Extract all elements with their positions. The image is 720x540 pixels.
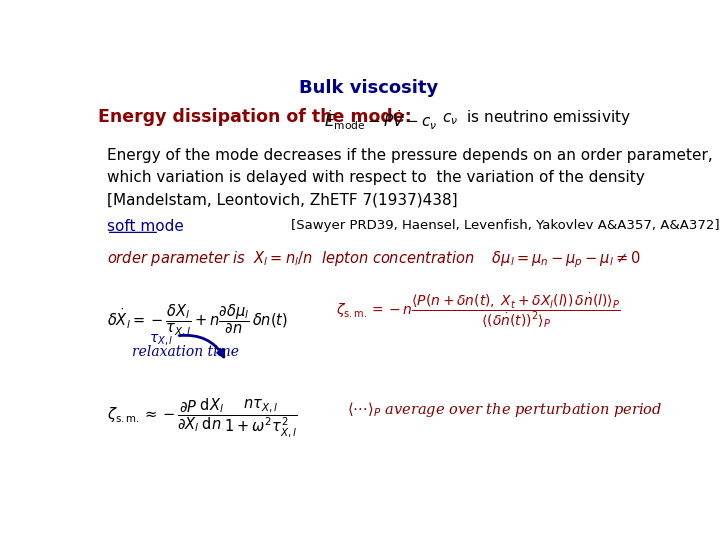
Text: Energy of the mode decreases if the pressure depends on an order parameter,
whic: Energy of the mode decreases if the pres… xyxy=(107,148,713,207)
Text: $\dot{E}_{\mathrm{mode}} - P\dot{V} - c_\nu$: $\dot{E}_{\mathrm{mode}} - P\dot{V} - c_… xyxy=(324,109,438,132)
Text: $\tau_{X,l}$: $\tau_{X,l}$ xyxy=(148,333,174,348)
Text: $\delta\dot{X}_l = -\dfrac{\delta X_l}{\tau_{X,l}} + n\dfrac{\partial\delta\mu_l: $\delta\dot{X}_l = -\dfrac{\delta X_l}{\… xyxy=(107,302,288,338)
Text: $\zeta_{\mathrm{s.m.}} \approx -\dfrac{\partial P}{\partial X_l}\dfrac{\mathrm{d: $\zeta_{\mathrm{s.m.}} \approx -\dfrac{\… xyxy=(107,397,297,441)
Text: Energy dissipation of the mode:: Energy dissipation of the mode: xyxy=(99,109,412,126)
Text: soft mode: soft mode xyxy=(107,219,184,234)
Text: $\langle\cdots\rangle_P$ average over the perturbation period: $\langle\cdots\rangle_P$ average over th… xyxy=(347,400,662,419)
Text: $c_\nu$  is neutrino emissivity: $c_\nu$ is neutrino emissivity xyxy=(441,109,631,127)
Text: order parameter is  $X_l = n_l/n$  lepton concentration    $\delta\mu_l = \mu_n : order parameter is $X_l = n_l/n$ lepton … xyxy=(107,250,641,271)
Text: $\zeta_{\mathrm{s.m.}} = -n\dfrac{\langle P(n+\delta n(t),\;X_t+\delta X_l(l))\,: $\zeta_{\mathrm{s.m.}} = -n\dfrac{\langl… xyxy=(336,292,620,330)
Text: Bulk viscosity: Bulk viscosity xyxy=(300,79,438,97)
Text: relaxation time: relaxation time xyxy=(132,346,239,360)
Text: [Sawyer PRD39, Haensel, Levenfish, Yakovlev A&A357, A&A372]: [Sawyer PRD39, Haensel, Levenfish, Yakov… xyxy=(291,219,719,232)
